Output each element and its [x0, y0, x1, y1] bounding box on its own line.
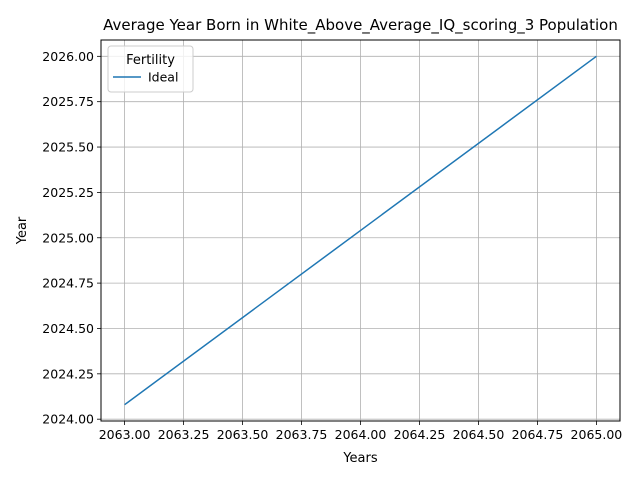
- y-tick-label: 2026.00: [42, 49, 94, 64]
- y-axis-ticks: 2024.00 2024.25 2024.50 2024.75 2025.00 2025.…: [42, 49, 101, 427]
- y-tick-label: 2024.50: [42, 321, 94, 336]
- x-tick-label: 2064.50: [453, 427, 505, 442]
- x-tick-label: 2063.25: [158, 427, 210, 442]
- y-tick-label: 2025.50: [42, 140, 94, 155]
- y-tick-label: 2024.00: [42, 412, 94, 427]
- x-tick-label: 2065.00: [571, 427, 623, 442]
- series-layer: [124, 55, 597, 406]
- legend: Fertility Ideal: [107, 45, 194, 93]
- grid: [101, 40, 620, 421]
- legend-box: [107, 45, 194, 93]
- legend-title: Fertility: [126, 53, 175, 68]
- chart-title: Average Year Born in White_Above_Average…: [103, 16, 618, 35]
- x-axis-ticks: 2063.00 2063.25 2063.50 2063.75 2064.00 2064.…: [99, 421, 623, 442]
- x-tick-label: 2064.00: [335, 427, 387, 442]
- y-tick-label: 2024.75: [42, 276, 94, 291]
- x-axis-label: Years: [342, 451, 378, 466]
- x-tick-label: 2064.75: [512, 427, 564, 442]
- x-tick-label: 2063.75: [276, 427, 328, 442]
- y-tick-label: 2024.25: [42, 366, 94, 381]
- y-axis-label: Year: [15, 216, 30, 245]
- legend-entry-ideal: Ideal: [148, 70, 178, 85]
- series-line-ideal: [124, 55, 597, 406]
- x-tick-label: 2063.50: [217, 427, 269, 442]
- x-tick-label: 2063.00: [99, 427, 151, 442]
- y-tick-label: 2025.75: [42, 94, 94, 109]
- y-tick-label: 2025.25: [42, 185, 94, 200]
- x-tick-label: 2064.25: [394, 427, 446, 442]
- y-tick-label: 2025.00: [42, 230, 94, 245]
